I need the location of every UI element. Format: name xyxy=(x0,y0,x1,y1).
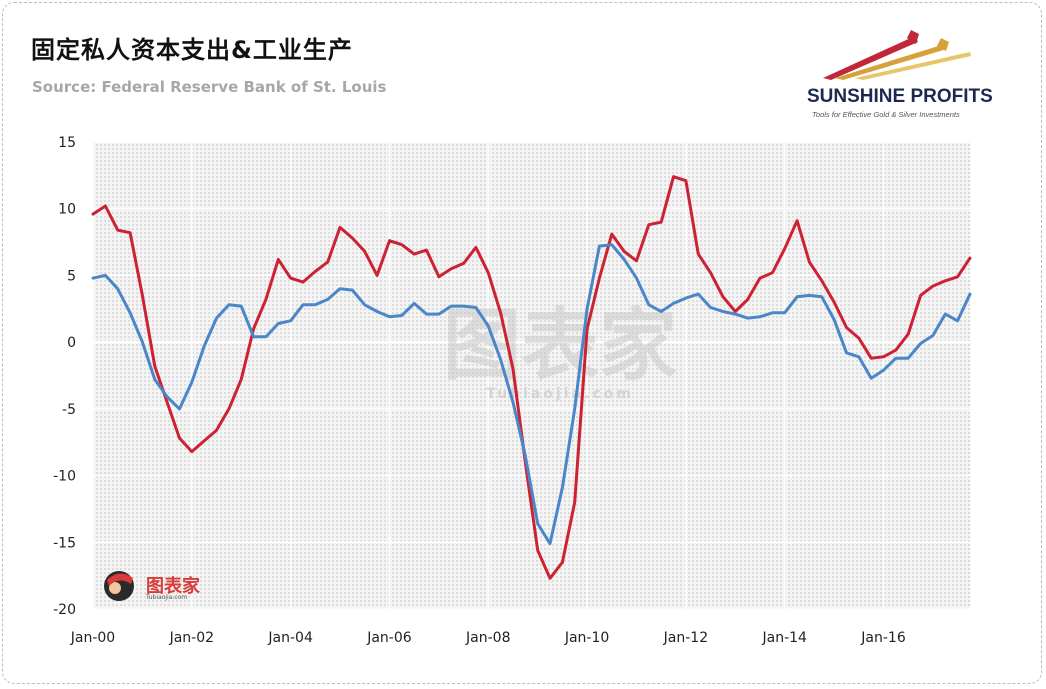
watermark-small-sub: Tubiaojia.com xyxy=(146,594,188,601)
y-tick-label: -10 xyxy=(53,469,76,485)
watermark-small-text: 图表家 xyxy=(146,576,200,597)
logo-rays-icon xyxy=(823,30,971,80)
x-tick-label: Jan-16 xyxy=(860,630,906,646)
x-tick-label: Jan-00 xyxy=(70,630,115,646)
y-tick-label: -15 xyxy=(53,535,76,551)
watermark-big-text: 图表家 xyxy=(443,301,677,391)
x-tick-label: Jan-06 xyxy=(366,630,412,646)
x-tick-label: Jan-02 xyxy=(169,630,214,646)
sunshine-profits-logo: SUNSHINE PROFITS Tools for Effective Gol… xyxy=(795,22,1020,130)
x-tick-label: Jan-04 xyxy=(267,630,313,646)
source-note: Source: Federal Reserve Bank of St. Loui… xyxy=(32,78,387,96)
watermark-big-sub: Tubiaojia.com xyxy=(486,386,634,402)
y-tick-label: 15 xyxy=(58,135,76,151)
y-tick-label: 5 xyxy=(67,268,76,284)
x-tick-label: Jan-12 xyxy=(663,630,708,646)
y-tick-label: -5 xyxy=(62,402,76,418)
y-tick-label: -20 xyxy=(53,602,76,618)
watermark-small: 图表家 Tubiaojia.com xyxy=(101,568,231,608)
y-tick-label: 10 xyxy=(58,202,76,218)
series-line-1 xyxy=(91,243,972,546)
x-tick-label: Jan-14 xyxy=(761,630,807,646)
x-tick-label: Jan-08 xyxy=(465,630,510,646)
plot-area xyxy=(93,142,970,609)
y-tick-label: 0 xyxy=(67,335,76,351)
chart-title: 固定私人资本支出&工业生产 xyxy=(31,36,353,64)
logo-name: SUNSHINE PROFITS xyxy=(807,86,993,107)
series-line-0 xyxy=(91,175,972,580)
watermark-mascot-icon xyxy=(104,571,134,601)
logo-tagline: Tools for Effective Gold & Silver Invest… xyxy=(812,110,960,119)
x-tick-label: Jan-10 xyxy=(564,630,609,646)
